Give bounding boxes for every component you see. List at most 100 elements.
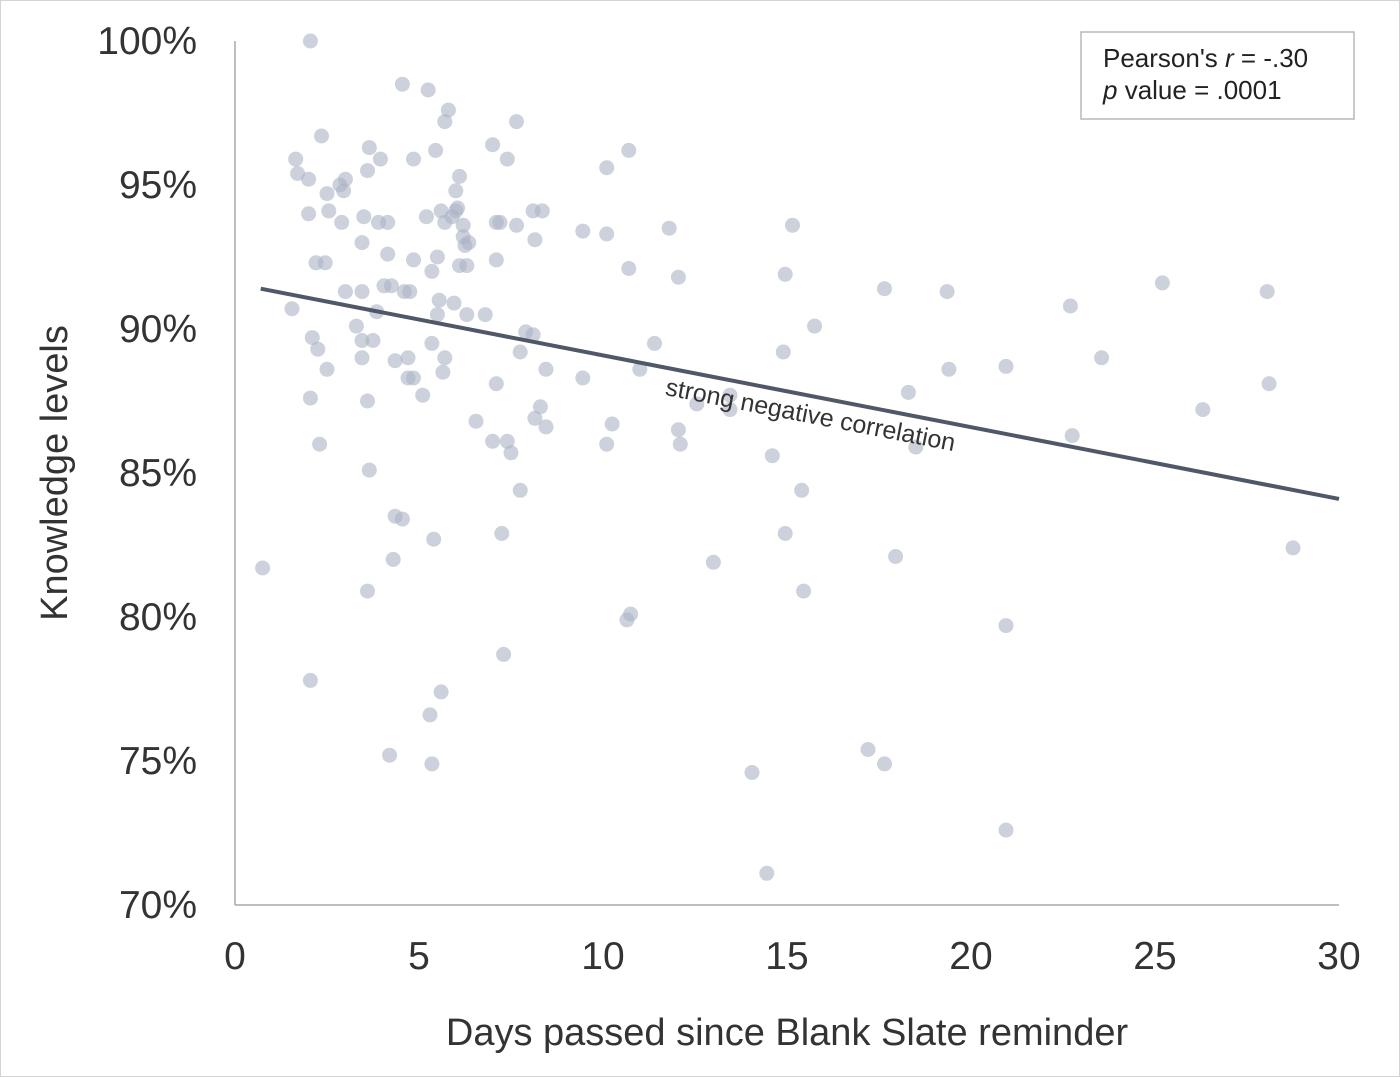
data-point-145 xyxy=(255,560,271,576)
data-point-132 xyxy=(764,448,780,464)
data-point-114 xyxy=(722,387,738,403)
data-point-17 xyxy=(301,171,317,187)
data-point-25 xyxy=(301,206,317,222)
data-point-72 xyxy=(1154,275,1170,291)
data-point-121 xyxy=(604,416,620,432)
data-point-85 xyxy=(365,333,381,348)
data-points xyxy=(255,33,1301,881)
data-point-58 xyxy=(459,258,475,274)
data-point-53 xyxy=(406,252,421,268)
data-point-160 xyxy=(998,822,1014,838)
data-point-1 xyxy=(394,76,410,92)
axes xyxy=(234,41,1339,906)
data-point-143 xyxy=(705,554,721,570)
data-point-7 xyxy=(361,140,377,156)
data-point-146 xyxy=(360,583,375,599)
data-point-156 xyxy=(860,742,876,757)
data-point-51 xyxy=(527,232,543,248)
data-point-128 xyxy=(672,436,688,452)
data-point-131 xyxy=(503,445,519,461)
data-point-141 xyxy=(1285,540,1301,556)
data-point-23 xyxy=(336,183,352,199)
data-point-129 xyxy=(312,436,328,452)
data-point-50 xyxy=(461,235,477,251)
data-point-144 xyxy=(888,549,904,564)
data-point-15 xyxy=(599,160,615,176)
data-point-134 xyxy=(512,482,528,498)
data-point-52 xyxy=(380,246,396,262)
data-point-74 xyxy=(431,292,447,308)
data-point-47 xyxy=(354,235,370,251)
y-tick-label-6: 100% xyxy=(97,20,197,63)
data-point-44 xyxy=(599,226,615,242)
data-point-37 xyxy=(455,217,471,233)
data-point-94 xyxy=(354,350,370,366)
data-point-16 xyxy=(290,166,306,181)
data-point-6 xyxy=(314,128,329,144)
data-point-105 xyxy=(406,370,421,386)
data-point-27 xyxy=(356,209,372,225)
x-tick-label-4: 20 xyxy=(949,935,992,978)
data-point-42 xyxy=(534,203,550,219)
y-axis-title: Knowledge levels xyxy=(34,325,76,621)
data-point-14 xyxy=(499,151,515,167)
data-point-36 xyxy=(450,200,466,216)
data-point-87 xyxy=(525,327,541,343)
data-point-89 xyxy=(424,335,440,351)
data-point-56 xyxy=(317,255,333,271)
data-point-107 xyxy=(575,370,591,386)
data-point-100 xyxy=(538,361,554,377)
data-point-93 xyxy=(775,344,791,360)
data-point-67 xyxy=(354,284,370,300)
data-point-2 xyxy=(420,82,436,98)
data-point-76 xyxy=(1062,298,1078,314)
tick-labels: 0 5 10 15 20 25 30 70% 75% 80% 85% 90% 95% 100% xyxy=(97,20,1360,978)
data-point-63 xyxy=(777,266,793,282)
data-point-115 xyxy=(532,399,548,415)
data-point-24 xyxy=(448,183,464,199)
data-point-28 xyxy=(334,214,350,230)
data-point-79 xyxy=(429,307,445,323)
data-point-77 xyxy=(284,301,300,317)
data-point-125 xyxy=(485,433,501,449)
data-point-30 xyxy=(380,214,396,230)
data-point-101 xyxy=(632,361,648,377)
data-point-122 xyxy=(538,419,554,435)
data-point-20 xyxy=(452,168,467,184)
data-point-90 xyxy=(647,335,662,351)
y-tick-label-4: 90% xyxy=(119,308,197,351)
y-tick-label-2: 80% xyxy=(119,596,197,639)
data-point-95 xyxy=(387,353,403,369)
y-tick-label-0: 70% xyxy=(119,884,197,927)
data-point-32 xyxy=(433,203,449,219)
data-point-140 xyxy=(426,531,442,547)
data-point-80 xyxy=(459,307,475,323)
data-point-46 xyxy=(785,217,800,233)
pearson-r-value: = -.30 xyxy=(1234,43,1308,73)
data-point-98 xyxy=(1094,350,1110,366)
trendline xyxy=(260,286,1340,501)
data-point-106 xyxy=(435,364,451,380)
data-point-26 xyxy=(321,203,337,219)
p-value-symbol: p xyxy=(1102,75,1117,105)
data-point-9 xyxy=(485,137,501,153)
data-point-111 xyxy=(302,390,318,406)
data-point-40 xyxy=(509,217,524,233)
data-point-43 xyxy=(575,223,591,239)
data-point-137 xyxy=(394,511,410,527)
data-point-66 xyxy=(337,284,353,300)
data-point-123 xyxy=(670,422,686,438)
data-point-99 xyxy=(319,361,335,377)
data-point-124 xyxy=(1064,428,1080,444)
data-point-135 xyxy=(794,482,810,498)
data-point-138 xyxy=(494,526,510,541)
data-point-60 xyxy=(424,263,440,279)
data-point-139 xyxy=(777,526,793,541)
data-point-62 xyxy=(670,269,686,285)
data-point-65 xyxy=(383,278,399,294)
data-point-133 xyxy=(361,462,377,478)
data-point-39 xyxy=(492,214,508,230)
data-point-110 xyxy=(900,384,916,400)
data-point-88 xyxy=(354,333,370,348)
